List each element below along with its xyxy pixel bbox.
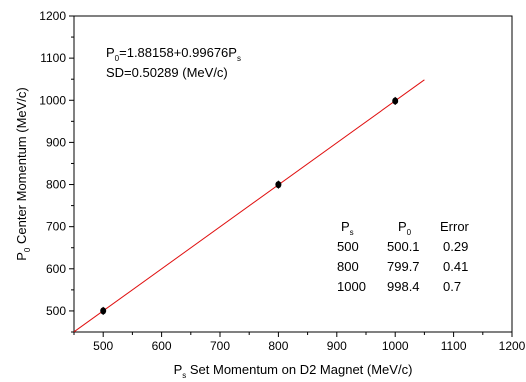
y-tick-label: 900 bbox=[46, 135, 66, 149]
x-tick-label: 1200 bbox=[499, 339, 526, 353]
table-row-1-ps: 500 bbox=[337, 239, 359, 254]
equation-sub-0: 0 bbox=[115, 54, 120, 63]
data-points bbox=[100, 96, 399, 315]
table-row-2-ps: 800 bbox=[337, 259, 359, 274]
table-header-error: Error bbox=[440, 219, 470, 234]
fit-line bbox=[73, 79, 425, 333]
x-tick-label: 600 bbox=[152, 339, 172, 353]
table-row-3-ps: 1000 bbox=[337, 279, 366, 294]
table-row-3-p0: 998.4 bbox=[387, 279, 420, 294]
table-row-2-p0: 799.7 bbox=[387, 259, 420, 274]
data-point bbox=[100, 307, 107, 315]
equation-line-1: P0=1.88158+0.99676Ps bbox=[106, 45, 241, 63]
x-tick-label: 1000 bbox=[382, 339, 409, 353]
equation-line-2: SD=0.50289 (MeV/c) bbox=[106, 65, 228, 80]
fit-line-group bbox=[73, 79, 425, 333]
data-table: Ps P0 Error 500 500.1 0.29 800 799.7 0.4… bbox=[337, 219, 470, 294]
y-tick-label: 1100 bbox=[40, 51, 66, 65]
table-row-3-error: 0.7 bbox=[443, 279, 461, 294]
x-axis-title: Ps Set Momentum on D2 Magnet (MeV/c) bbox=[174, 362, 413, 380]
x-axis-ticks: 500 600 700 800 900 1000 1100 1200 bbox=[73, 332, 526, 353]
y-tick-label: 1000 bbox=[39, 93, 66, 107]
y-axis-ticks: 500 600 700 800 900 1000 1100 1200 bbox=[39, 9, 74, 333]
plot-frame bbox=[73, 15, 513, 333]
table-row-2-error: 0.41 bbox=[443, 259, 468, 274]
x-tick-label: 900 bbox=[327, 339, 347, 353]
data-point bbox=[392, 97, 399, 105]
y-tick-label: 800 bbox=[46, 178, 66, 192]
equation-p: P bbox=[106, 45, 115, 60]
y-tick-label: 1200 bbox=[39, 9, 66, 23]
x-tick-label: 1100 bbox=[441, 339, 467, 353]
table-header-p0: P0 bbox=[398, 219, 412, 237]
equation-formula: =1.88158+0.99676P bbox=[119, 45, 237, 60]
y-tick-label: 700 bbox=[46, 220, 66, 234]
table-row-1-p0: 500.1 bbox=[387, 239, 420, 254]
x-tick-label: 700 bbox=[210, 339, 230, 353]
x-tick-label: 800 bbox=[268, 339, 288, 353]
table-row-1-error: 0.29 bbox=[443, 239, 468, 254]
x-tick-label: 500 bbox=[93, 339, 113, 353]
y-axis-title: P0 Center Momentum (MeV/c) bbox=[14, 87, 32, 261]
table-header-ps: Ps bbox=[341, 219, 354, 237]
equation-sub-s: s bbox=[237, 54, 241, 63]
y-tick-label: 600 bbox=[46, 262, 66, 276]
y-tick-label: 500 bbox=[46, 304, 66, 318]
data-point bbox=[275, 181, 282, 189]
